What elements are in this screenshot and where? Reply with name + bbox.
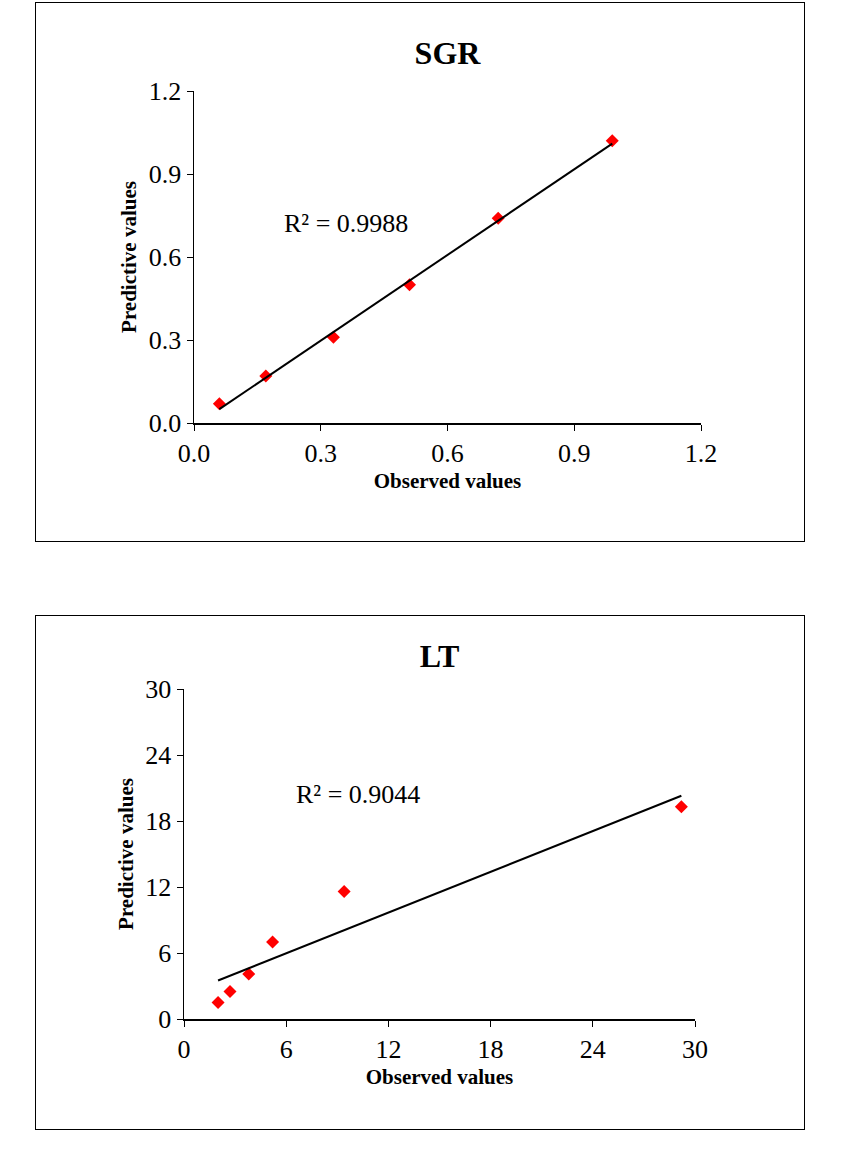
svg-text:12: 12 — [375, 1035, 401, 1064]
svg-text:30: 30 — [145, 675, 171, 704]
svg-text:24: 24 — [580, 1035, 606, 1064]
svg-text:0.9: 0.9 — [558, 439, 591, 468]
svg-text:Predictive values: Predictive values — [117, 181, 141, 333]
svg-text:0.3: 0.3 — [305, 439, 338, 468]
svg-text:6: 6 — [280, 1035, 293, 1064]
svg-text:Predictive values: Predictive values — [114, 778, 138, 930]
svg-text:12: 12 — [145, 873, 171, 902]
svg-text:30: 30 — [682, 1035, 708, 1064]
svg-text:24: 24 — [145, 741, 171, 770]
svg-text:LT: LT — [420, 638, 460, 674]
svg-text:0: 0 — [178, 1035, 191, 1064]
svg-text:Observed values: Observed values — [366, 1065, 514, 1089]
svg-text:0.3: 0.3 — [149, 326, 182, 355]
svg-text:0.0: 0.0 — [178, 439, 211, 468]
svg-text:R² = 0.9988: R² = 0.9988 — [284, 209, 408, 238]
svg-text:0.0: 0.0 — [149, 409, 182, 438]
svg-text:0: 0 — [158, 1005, 171, 1034]
svg-text:0.6: 0.6 — [431, 439, 464, 468]
svg-text:Observed values: Observed values — [374, 469, 522, 493]
svg-text:0.6: 0.6 — [149, 243, 182, 272]
svg-text:6: 6 — [158, 939, 171, 968]
svg-text:1.2: 1.2 — [149, 77, 182, 106]
svg-text:SGR: SGR — [415, 35, 482, 71]
svg-text:18: 18 — [145, 807, 171, 836]
svg-text:18: 18 — [478, 1035, 504, 1064]
svg-text:0.9: 0.9 — [149, 160, 182, 189]
svg-text:R² = 0.9044: R² = 0.9044 — [296, 780, 420, 809]
svg-text:1.2: 1.2 — [685, 439, 718, 468]
